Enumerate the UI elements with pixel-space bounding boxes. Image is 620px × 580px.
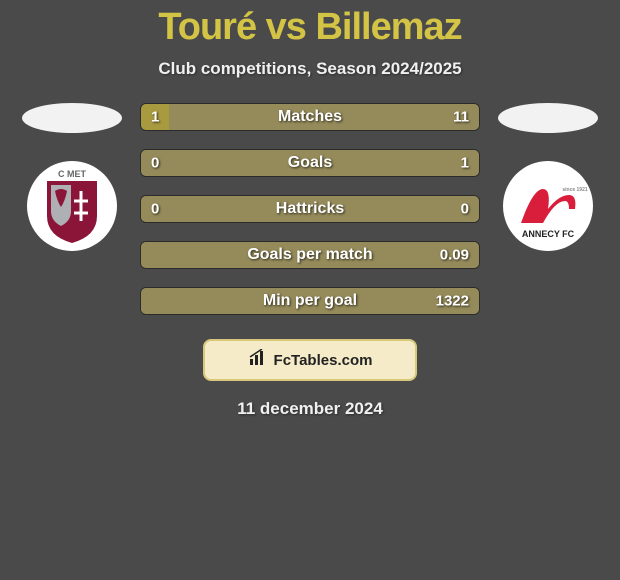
stat-row: Goals per match 0.09: [140, 241, 480, 269]
stat-row: Goals 0 1: [140, 149, 480, 177]
stat-value-right: 0: [461, 201, 469, 218]
source-label: FcTables.com: [274, 352, 373, 369]
stat-row: Min per goal 1322: [140, 287, 480, 315]
left-club-logo: C MET: [27, 161, 117, 251]
source-badge[interactable]: FcTables.com: [203, 339, 417, 381]
stat-value-right: 0.09: [440, 247, 469, 264]
right-player-oval: [498, 103, 598, 133]
stat-value-left: 0: [151, 201, 159, 218]
stat-label: Goals: [288, 154, 332, 172]
stat-row: Hattricks 0 0: [140, 195, 480, 223]
stat-label: Hattricks: [276, 200, 344, 218]
svg-text:C MET: C MET: [58, 169, 87, 179]
stat-value-right: 11: [453, 109, 469, 126]
metz-shield-icon: C MET: [27, 161, 117, 251]
stats-area: C MET Matches111Goals01Hattricks00Goals …: [0, 103, 620, 315]
stat-row: Matches111: [140, 103, 480, 131]
stat-bars: Matches111Goals01Hattricks00Goals per ma…: [140, 103, 480, 315]
page-title: Touré vs Billemaz: [0, 0, 620, 49]
stat-value-left: 1: [151, 109, 159, 126]
right-column: ANNECY FC since 1921: [498, 103, 598, 251]
stat-label: Matches: [278, 108, 342, 126]
subtitle: Club competitions, Season 2024/2025: [0, 59, 620, 79]
annecy-logo-icon: ANNECY FC since 1921: [503, 161, 593, 251]
left-player-oval: [22, 103, 122, 133]
left-column: C MET: [22, 103, 122, 251]
stat-value-right: 1322: [436, 293, 469, 310]
stat-value-left: 0: [151, 155, 159, 172]
svg-text:since 1921: since 1921: [562, 187, 588, 193]
date-line: 11 december 2024: [0, 399, 620, 419]
right-club-logo: ANNECY FC since 1921: [503, 161, 593, 251]
comparison-card: Touré vs Billemaz Club competitions, Sea…: [0, 0, 620, 580]
svg-text:ANNECY FC: ANNECY FC: [522, 229, 575, 239]
stat-label: Min per goal: [263, 292, 357, 310]
chart-icon: [248, 349, 268, 372]
stat-label: Goals per match: [247, 246, 372, 264]
stat-value-right: 1: [461, 155, 469, 172]
